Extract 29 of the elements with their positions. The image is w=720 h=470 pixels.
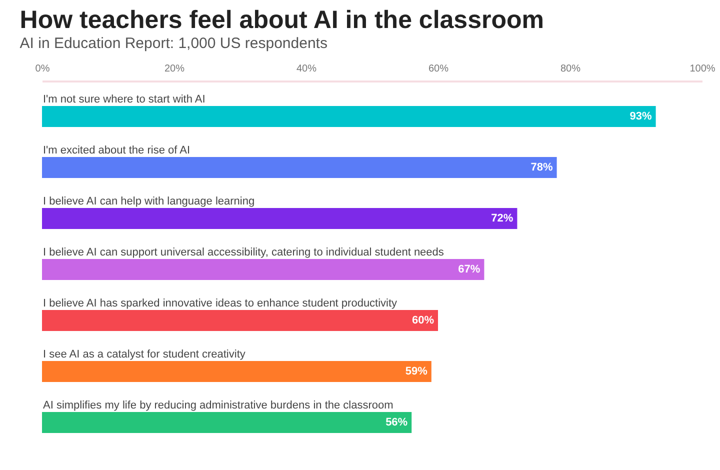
x-tick-label: 0% xyxy=(35,64,50,74)
bar xyxy=(42,412,412,433)
y-tick-label: I believe AI has sparked innovative ideas to enhance student productivity xyxy=(43,298,398,310)
x-tick-label: 60% xyxy=(428,64,449,74)
bar xyxy=(42,106,656,127)
data-label: 72% xyxy=(491,212,514,224)
y-tick-label: AI simplifies my life by reducing administrative burdens in the classroom xyxy=(43,400,394,412)
chart-title: How teachers feel about AI in the classroom xyxy=(20,6,544,34)
bar xyxy=(42,361,432,382)
y-tick-label: I'm excited about the rise of AI xyxy=(43,144,190,156)
y-tick-label: I'm not sure where to start with AI xyxy=(43,94,206,106)
data-label: 59% xyxy=(405,366,428,378)
x-tick-label: 40% xyxy=(296,64,317,74)
bar xyxy=(42,157,557,178)
data-label: 78% xyxy=(530,162,554,174)
x-tick-label: 80% xyxy=(560,64,581,74)
x-tick-label: 100% xyxy=(690,64,716,74)
data-label: 93% xyxy=(630,110,652,122)
bar xyxy=(42,259,484,280)
chart-subtitle: AI in Education Report: 1,000 US respondents xyxy=(20,35,328,52)
bar xyxy=(42,310,438,331)
y-tick-label: I see AI as a catalyst for student creativity xyxy=(43,348,246,360)
data-label: 67% xyxy=(458,264,480,276)
y-tick-label: I believe AI can support universal accessibility, catering to individual student needs xyxy=(43,246,444,258)
data-label: 60% xyxy=(412,314,434,326)
data-label: 56% xyxy=(386,416,408,428)
bar xyxy=(42,208,518,229)
x-tick-label: 20% xyxy=(164,64,185,74)
y-tick-label: I believe AI can help with language learning xyxy=(43,196,255,208)
